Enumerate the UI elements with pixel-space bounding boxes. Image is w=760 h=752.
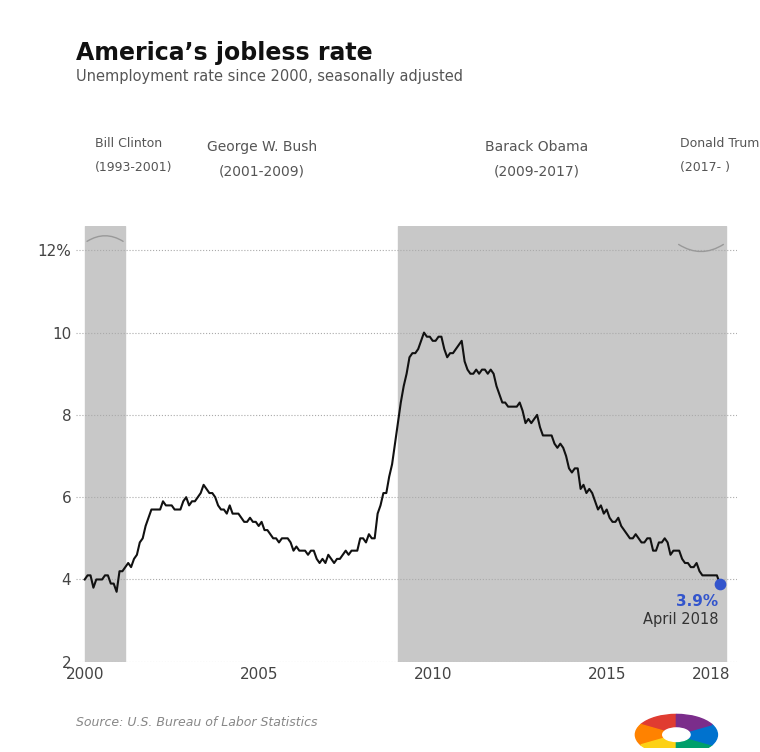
Bar bbox=[84, 226, 125, 662]
Text: (1993-2001): (1993-2001) bbox=[95, 162, 173, 174]
Text: (2017- ): (2017- ) bbox=[679, 162, 730, 174]
Text: (2001-2009): (2001-2009) bbox=[219, 164, 305, 178]
Wedge shape bbox=[676, 714, 712, 731]
Text: Unemployment rate since 2000, seasonally adjusted: Unemployment rate since 2000, seasonally… bbox=[76, 69, 463, 84]
Wedge shape bbox=[641, 738, 676, 752]
Text: April 2018: April 2018 bbox=[642, 612, 718, 627]
Wedge shape bbox=[635, 725, 664, 744]
Wedge shape bbox=[676, 738, 712, 752]
Text: Barack Obama: Barack Obama bbox=[486, 140, 589, 154]
Text: Donald Trump: Donald Trump bbox=[679, 138, 760, 150]
Text: 3.9%: 3.9% bbox=[676, 594, 718, 609]
Text: George W. Bush: George W. Bush bbox=[207, 140, 317, 154]
Text: (2009-2017): (2009-2017) bbox=[494, 164, 580, 178]
Bar bbox=[398, 226, 676, 662]
Text: America’s jobless rate: America’s jobless rate bbox=[76, 41, 372, 65]
Text: Source: U.S. Bureau of Labor Statistics: Source: U.S. Bureau of Labor Statistics bbox=[76, 717, 318, 729]
Circle shape bbox=[663, 728, 690, 741]
Point bbox=[714, 578, 726, 590]
Wedge shape bbox=[641, 714, 676, 731]
Wedge shape bbox=[689, 725, 717, 744]
Bar bbox=[676, 226, 726, 662]
Text: Bill Clinton: Bill Clinton bbox=[95, 138, 163, 150]
